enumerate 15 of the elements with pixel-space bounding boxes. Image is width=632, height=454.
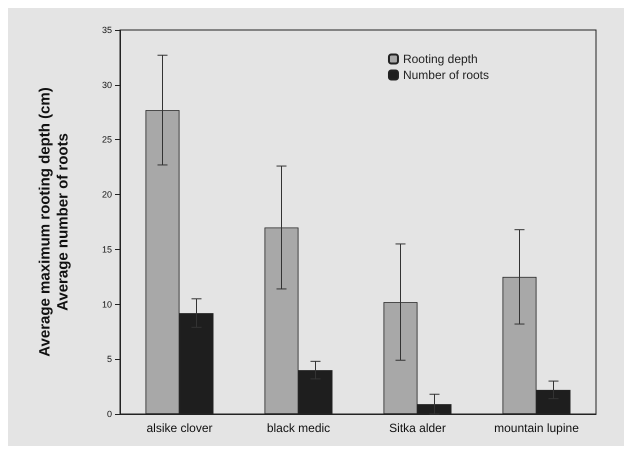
y-tick-label: 20 [102, 190, 112, 200]
x-tick-label: alsike clover [146, 421, 213, 435]
y-tick-label: 30 [102, 80, 112, 90]
x-tick-label: Sitka alder [389, 421, 446, 435]
y-tick-label: 0 [106, 409, 112, 419]
x-tick-label: black medic [266, 421, 330, 435]
x-tick-label: mountain lupine [494, 421, 580, 435]
y-tick-label: 5 [106, 354, 112, 364]
y-tick-label: 10 [102, 299, 112, 310]
legend-label: Number of roots [402, 68, 490, 82]
y-tick-label: 25 [102, 134, 112, 145]
y-tick-label: 35 [102, 25, 112, 35]
y-tick-label: 15 [102, 244, 112, 254]
y-axis-title: Average maximum rooting depth (cm) Average number of roots [36, 87, 72, 357]
legend-label: Rooting depth [402, 52, 478, 66]
